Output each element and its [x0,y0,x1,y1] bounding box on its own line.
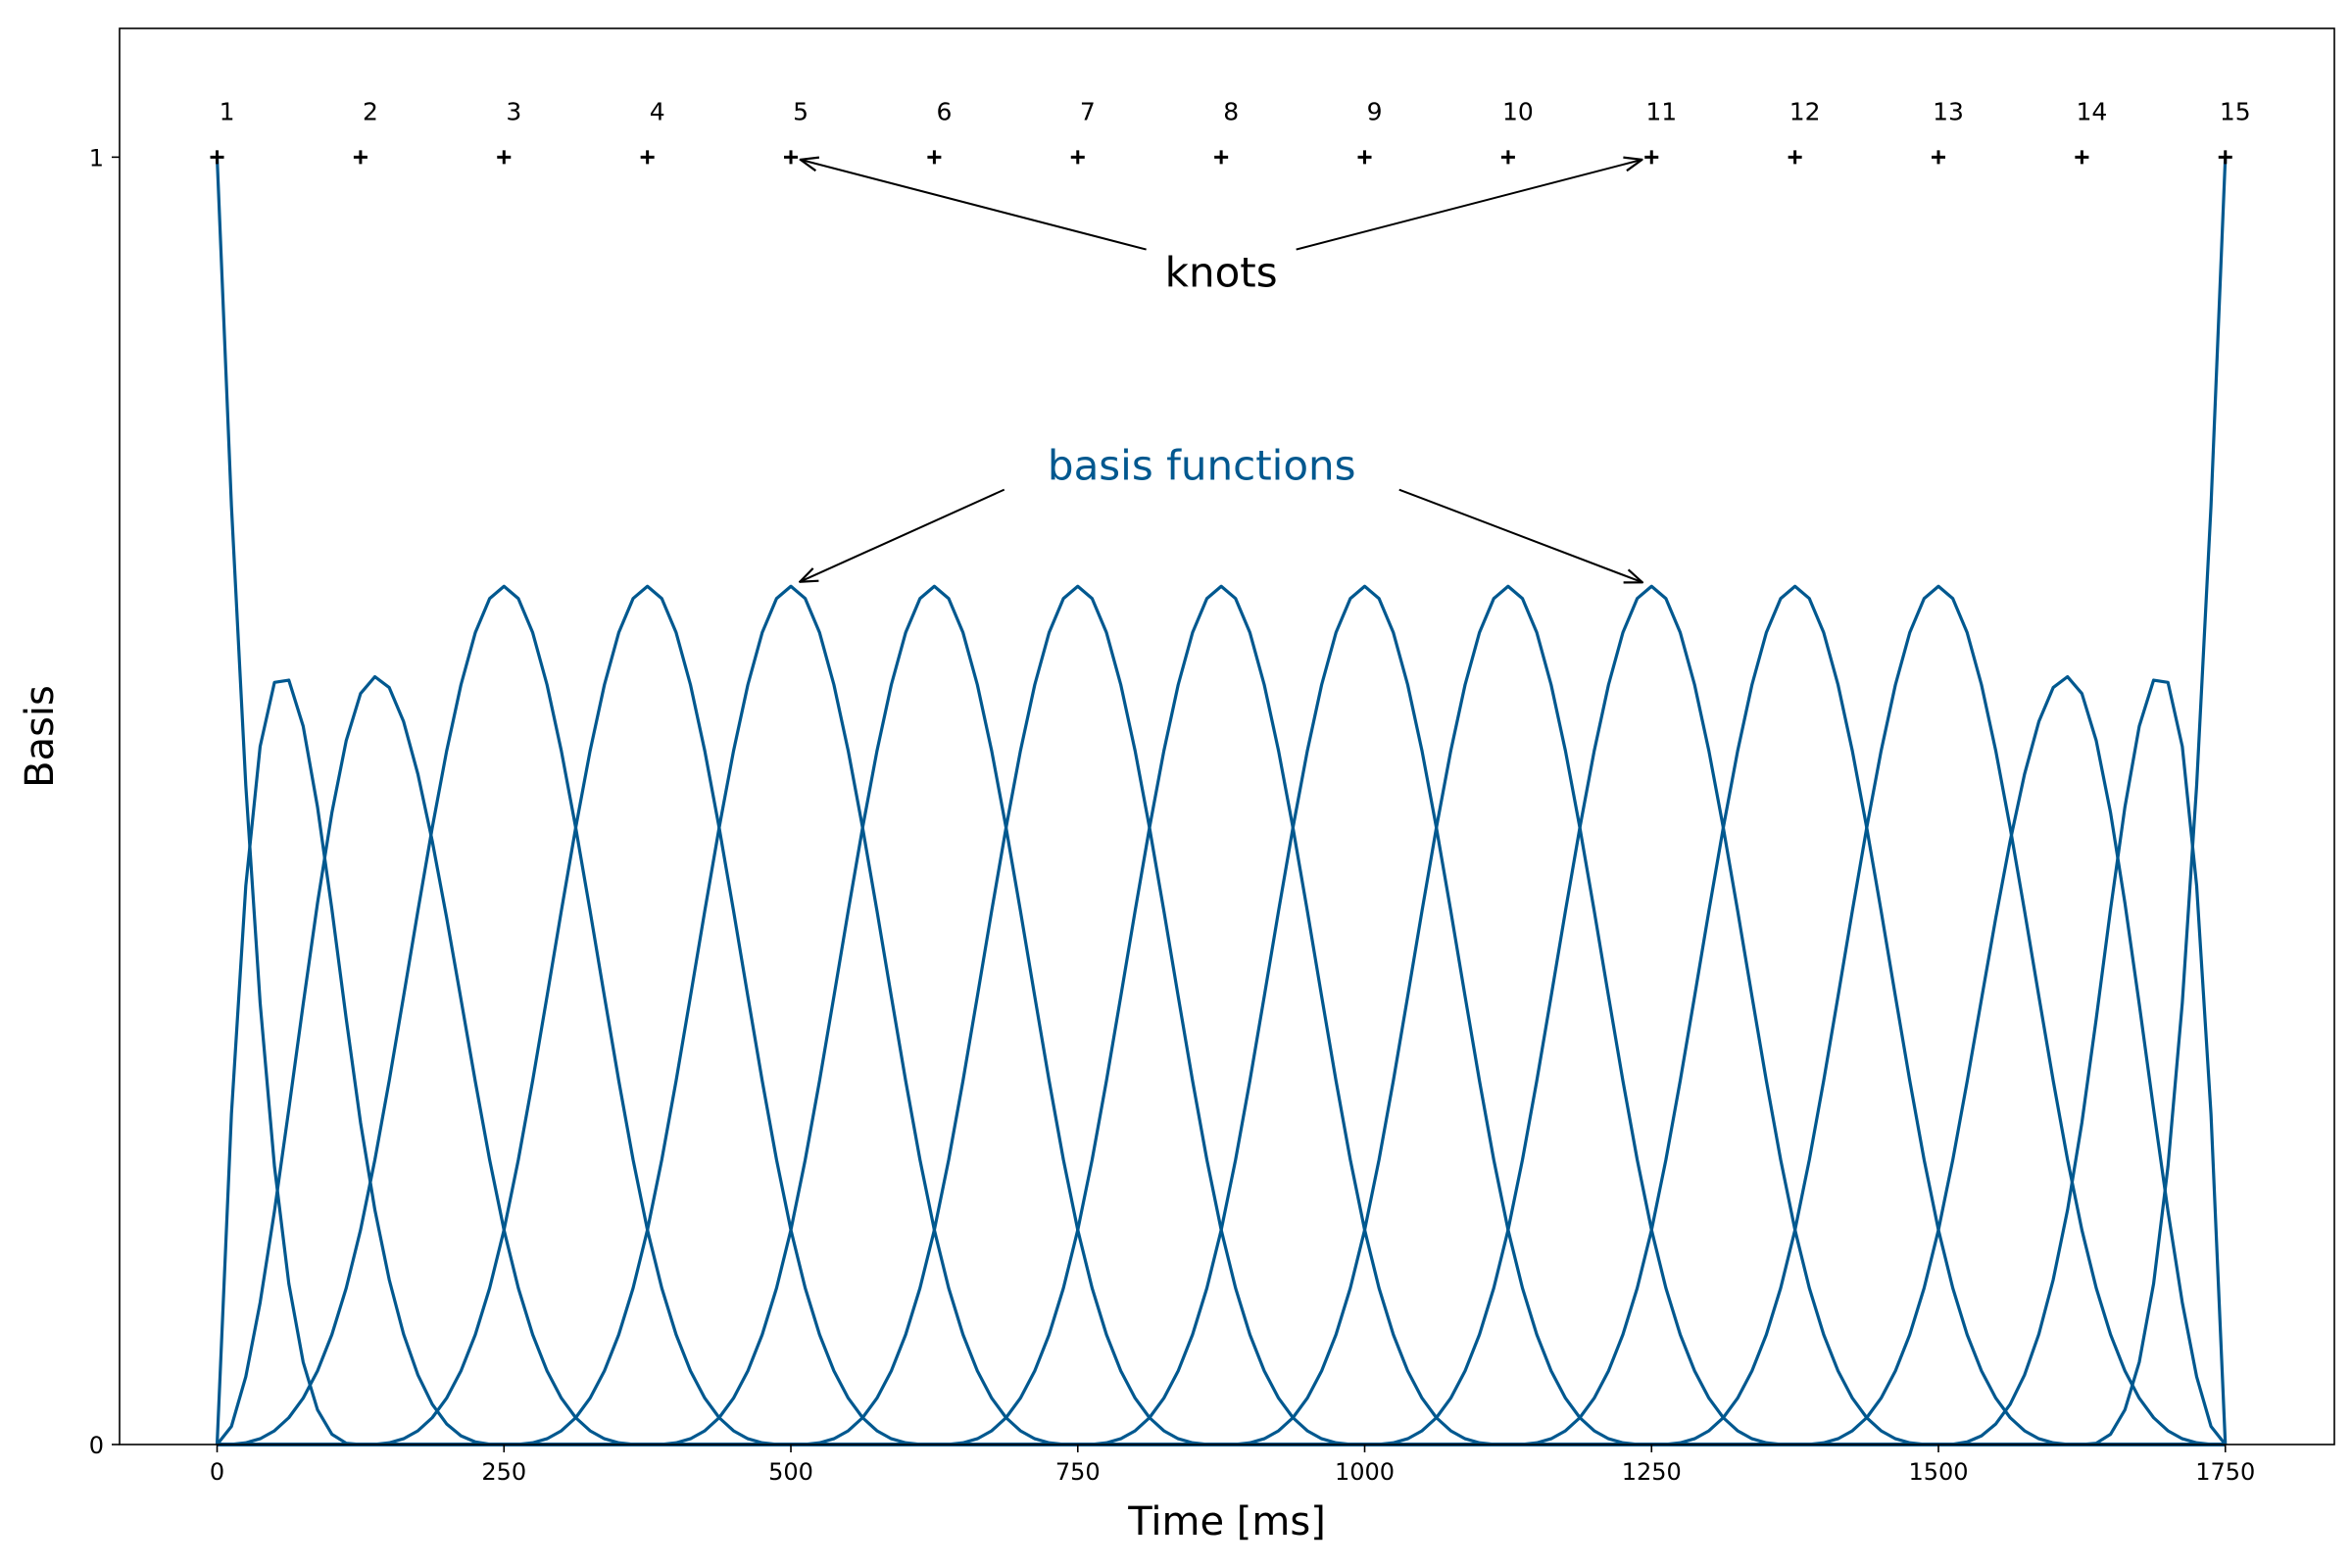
basis-function-line [217,157,2228,1446]
basis-function-line [217,584,2226,1446]
axes: 0 250 500 750 1000 1250 1500 1750 01 Time [ms] … [18,27,2335,1544]
basis-function-line [217,584,2226,1446]
y-tick-label: 0 [89,1432,104,1459]
basis-function-line [215,678,2226,1446]
annotation-label: basis functions [1048,442,1356,490]
x-tick-label: 1750 [2195,1458,2255,1486]
knot-label: 11 [1645,97,1677,125]
knot-marker [1214,150,1229,165]
knot-label: 12 [1789,97,1821,125]
knot-label: 1 [220,97,235,125]
knot-markers: 1 2 3 4 5 6 7 8 9 10 11 12 13 14 15 [210,97,2251,165]
knot-marker [497,150,512,165]
knot-marker [1932,150,1946,165]
basis-function-line [217,584,2226,1446]
knot-marker [784,150,799,165]
knot-label: 5 [793,97,808,125]
basis-function-line [217,584,2226,1446]
knot-marker [1070,150,1085,165]
knot-marker [1500,150,1515,165]
knot-label: 13 [1933,97,1964,125]
annotations: knots basis functions [800,160,1642,582]
knot-label: 2 [363,97,378,125]
basis-function-line [217,584,2226,1446]
plot-frame [119,27,2335,1446]
basis-function-line [217,674,2228,1446]
basis-function-line [217,584,2226,1446]
knot-marker [210,150,224,165]
x-tick-label: 1250 [1622,1458,1682,1486]
knot-label: 7 [1080,97,1096,125]
knot-label: 8 [1223,97,1239,125]
annotation-arrow [1296,160,1642,251]
x-tick-label: 500 [768,1458,813,1486]
x-axis-label: Time [ms] [1127,1499,1326,1544]
x-tick-label: 1500 [1908,1458,1968,1486]
knot-marker [1644,150,1659,165]
x-axis-ticks: 0 250 500 750 1000 1250 1500 1750 [210,1445,2255,1486]
knot-label: 6 [936,97,952,125]
annotation-label: knots [1165,249,1278,297]
basis-function-line [217,678,2228,1446]
knot-label: 4 [650,97,665,125]
basis-curves [215,157,2228,1446]
x-tick-label: 250 [481,1458,526,1486]
knot-label: 10 [1502,97,1534,125]
y-axis-ticks: 01 [89,144,120,1459]
annotation-arrow [1398,488,1642,583]
knot-marker [353,150,368,165]
basis-function-line [217,584,2226,1446]
knot-marker [2218,150,2232,165]
basis-function-line [215,157,2226,1446]
basis-function-line [217,584,2226,1446]
knot-label: 14 [2076,97,2107,125]
x-tick-label: 1000 [1335,1458,1395,1486]
basis-function-line [217,584,2226,1446]
knot-marker [640,150,655,165]
y-tick-label: 1 [89,144,104,172]
basis-function-line [216,674,2226,1446]
x-tick-label: 750 [1055,1458,1101,1486]
knot-marker [1788,150,1802,165]
annotation-arrow [801,160,1147,251]
y-axis-label: Basis [18,685,63,788]
knot-label: 9 [1367,97,1383,125]
x-tick-label: 0 [210,1458,224,1486]
knot-label: 3 [506,97,521,125]
basis-function-line [217,584,2226,1446]
knot-marker [927,150,942,165]
knot-marker [2075,150,2089,165]
knot-marker [1357,150,1372,165]
annotation-arrow [800,488,1005,582]
knot-label: 15 [2220,97,2251,125]
basis-function-line [217,584,2226,1446]
